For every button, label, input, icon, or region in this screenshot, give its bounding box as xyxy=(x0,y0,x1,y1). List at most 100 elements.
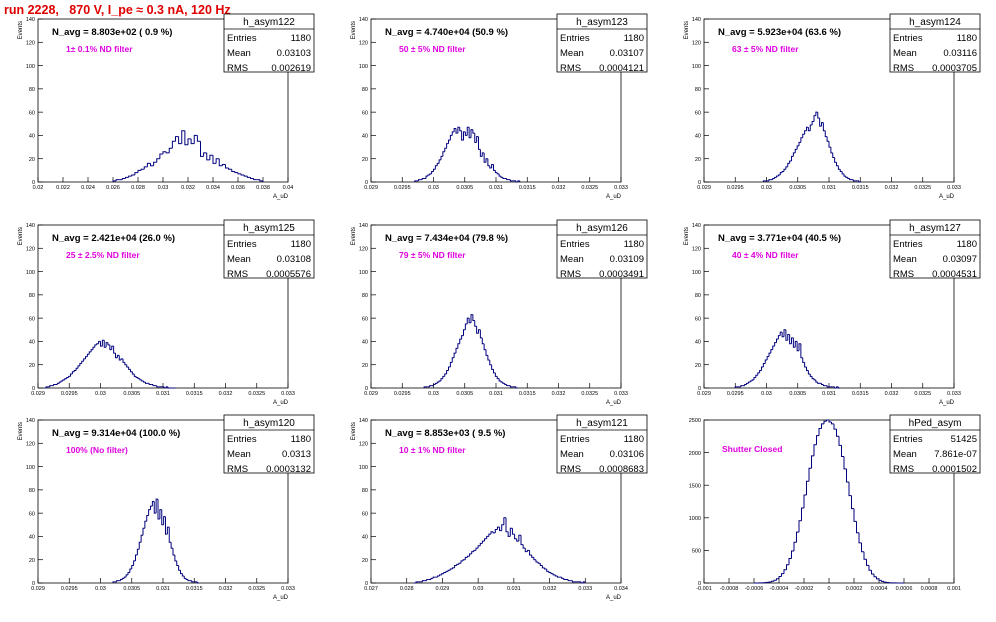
stats-mean-value: 0.03106 xyxy=(610,449,644,460)
x-tick-label: 0.033 xyxy=(947,185,961,191)
histogram-bin xyxy=(228,168,232,170)
stats-histogram-name: h_asym122 xyxy=(243,17,295,28)
histogram-bin xyxy=(529,550,532,556)
histogram-bin xyxy=(498,378,501,382)
histogram-bin xyxy=(421,178,425,180)
histogram-bin xyxy=(502,382,505,384)
histogram-bin xyxy=(491,164,494,169)
histogram-bin xyxy=(440,155,443,160)
histogram-bin xyxy=(533,557,536,561)
histogram-bin xyxy=(472,314,475,321)
histogram-bin xyxy=(111,345,114,350)
histogram-bin xyxy=(449,361,453,368)
histogram-bin xyxy=(88,351,92,355)
y-axis-label: Events xyxy=(351,227,357,245)
histogram-bin xyxy=(418,179,421,181)
stats-entries-label: Entries xyxy=(893,239,923,250)
histogram-bin xyxy=(181,130,185,144)
y-axis-label: Events xyxy=(18,227,24,245)
histogram-bin xyxy=(813,115,816,122)
histogram-bin xyxy=(170,542,173,549)
histogram-bin xyxy=(481,152,485,157)
y-tick-label: 120 xyxy=(26,40,35,46)
histogram-bin xyxy=(150,505,153,510)
histogram-bin xyxy=(836,386,839,388)
histogram-bin xyxy=(811,120,814,125)
histogram-bin xyxy=(505,517,509,533)
x-tick-label: 0.032 xyxy=(543,586,557,592)
histogram-panel-h_asym124: 0 20 40 60 80 100 120 140 0.029 0.0295 0.03 0.0305 0… xyxy=(666,13,996,221)
x-axis-label: A_uD xyxy=(939,400,955,406)
histogram-bin xyxy=(464,131,468,136)
x-tick-label: 0.001 xyxy=(947,586,961,592)
histogram-bin xyxy=(836,429,839,437)
histogram-bin xyxy=(798,343,801,351)
stats-histogram-name: h_asym126 xyxy=(576,223,628,234)
histogram-bin xyxy=(881,580,884,582)
histogram-bin xyxy=(453,127,456,132)
x-tick-label: 0.0295 xyxy=(727,391,744,397)
histogram-bin xyxy=(454,565,457,568)
histogram-bin xyxy=(49,385,52,387)
histogram-bin xyxy=(843,173,846,177)
histogram-bin xyxy=(839,169,843,173)
histogram-bin xyxy=(100,341,103,347)
histogram-bin xyxy=(837,165,841,170)
histogram-bin xyxy=(187,579,190,582)
histogram-bin xyxy=(185,578,188,581)
histogram-bin xyxy=(430,577,434,580)
stats-rms-label: RMS xyxy=(893,464,914,475)
stats-mean-label: Mean xyxy=(560,48,584,59)
histogram-bins xyxy=(754,419,904,584)
histogram-bin xyxy=(436,162,440,166)
histogram-bin xyxy=(124,362,127,366)
x-tick-label: 0.0006 xyxy=(896,586,913,592)
histogram-bin xyxy=(539,563,543,567)
histogram-bin xyxy=(783,329,786,337)
histogram-bin xyxy=(830,147,833,154)
x-tick-label: 0.029 xyxy=(31,391,45,397)
histogram-bin xyxy=(789,334,792,345)
histogram-bin xyxy=(138,541,142,550)
histogram-bin xyxy=(121,178,126,180)
y-tick-label: 140 xyxy=(26,223,35,229)
stats-rms-value: 0.0003491 xyxy=(599,269,644,280)
x-tick-label: 0.03 xyxy=(428,391,439,397)
filter-label: 25 ± 2.5% ND filter xyxy=(66,250,140,260)
histogram-bin xyxy=(128,367,131,370)
histogram-bin xyxy=(250,177,254,180)
histogram-bin xyxy=(483,152,486,163)
filter-label: 1± 0.1% ND filter xyxy=(66,44,133,54)
histogram-bin xyxy=(455,347,458,354)
y-tick-label: 40 xyxy=(362,340,368,346)
histogram-bin xyxy=(822,384,826,387)
histogram-bin xyxy=(433,168,436,172)
histogram-bin xyxy=(841,171,844,175)
stats-box xyxy=(889,13,981,73)
histogram-bin xyxy=(848,481,852,497)
histogram-bin xyxy=(444,147,447,152)
histogram-bin xyxy=(425,175,428,179)
x-tick-label: 0.036 xyxy=(231,185,245,191)
histogram-bin xyxy=(112,581,115,583)
histogram-bin xyxy=(479,149,483,157)
histogram-bin xyxy=(240,173,245,176)
y-tick-label: 2000 xyxy=(689,451,701,457)
histogram-bin xyxy=(130,369,133,373)
x-tick-label: 0.031 xyxy=(822,185,836,191)
y-tick-label: 120 xyxy=(692,246,701,252)
x-tick-label: 0 xyxy=(827,586,830,592)
x-tick-label: 0.033 xyxy=(947,391,961,397)
histogram-bin xyxy=(145,382,148,384)
histogram-bin xyxy=(174,555,177,562)
histogram-bin xyxy=(458,562,461,565)
x-tick-label: 0.029 xyxy=(697,185,711,191)
x-axis-label: A_uD xyxy=(606,595,622,601)
x-tick-label: 0.03 xyxy=(158,185,169,191)
histogram-bin xyxy=(469,553,472,557)
stats-entries-value: 1180 xyxy=(624,434,644,445)
histogram-bin xyxy=(77,365,80,369)
histogram-bin xyxy=(125,176,129,179)
histogram-bin xyxy=(137,377,140,380)
histogram-bin xyxy=(165,386,168,388)
